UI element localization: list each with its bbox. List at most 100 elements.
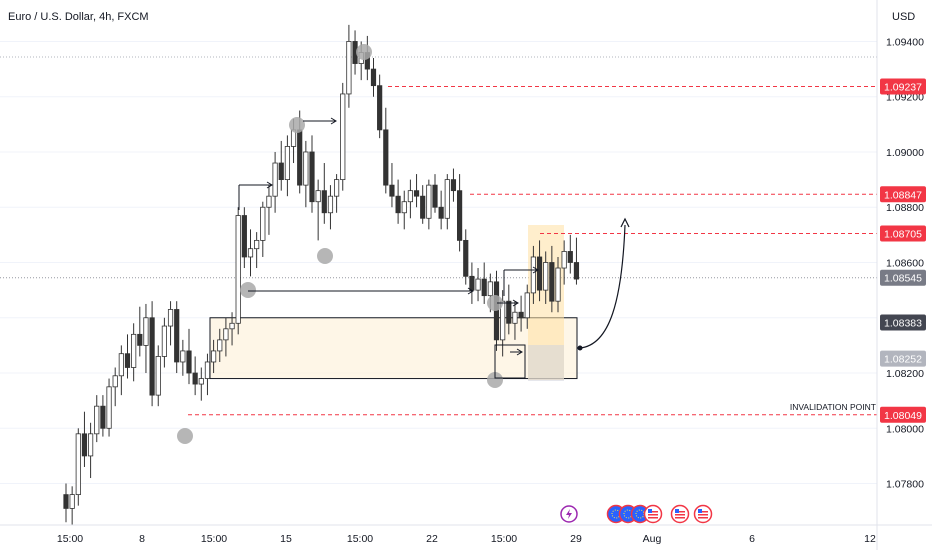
candles: [63, 24, 580, 525]
price-tick-label: 1.09200: [886, 92, 924, 104]
us-flag-stripe: [648, 514, 658, 516]
price-tag: [880, 225, 926, 242]
time-axis[interactable]: 15:00 8 15:00 15 15:00 22 15:00 29 Aug 6 12: [57, 533, 876, 545]
candle-body: [536, 256, 543, 291]
bos-arrow-head: [516, 348, 523, 356]
currency-label[interactable]: USD: [892, 11, 915, 23]
price-tag: [880, 314, 926, 331]
candle-body: [192, 372, 198, 385]
candle-body: [131, 333, 137, 368]
swing-point-marker: [240, 282, 256, 298]
candle-body: [143, 317, 149, 346]
candle-body: [75, 433, 81, 496]
swing-point-marker: [317, 248, 333, 264]
candle-body: [340, 93, 346, 181]
candle-body: [278, 162, 284, 181]
price-tick-label: 1.08000: [886, 423, 924, 435]
us-flag-canton: [698, 509, 702, 513]
swing-point-marker: [487, 295, 503, 311]
time-tick-label: 15: [280, 533, 292, 545]
us-flag-stripe: [698, 514, 708, 516]
candle-body: [444, 179, 450, 219]
candle-body: [210, 350, 217, 363]
candle-body: [235, 215, 241, 324]
swing-point-marker: [289, 117, 305, 133]
us-flag-canton: [675, 509, 679, 513]
candle-body: [180, 350, 186, 363]
candle-body: [100, 405, 106, 429]
candle-body: [254, 239, 260, 250]
chart-title: Euro / U.S. Dollar, 4h, FXCM: [8, 11, 149, 23]
candle-body: [567, 251, 573, 263]
candle-body: [389, 184, 395, 197]
candle-body: [63, 494, 69, 509]
us-flag-stripe: [675, 514, 685, 516]
price-tick-label: 1.08600: [886, 258, 924, 270]
demand-zone: [209, 225, 578, 381]
candle-body: [124, 353, 131, 368]
candle-body: [321, 190, 327, 214]
price-tick-label: 1.08800: [886, 202, 924, 214]
candle-body: [475, 278, 481, 291]
candle-body: [377, 85, 383, 131]
price-tag: [880, 269, 926, 286]
price-tick-label: 1.07800: [886, 479, 924, 491]
price-tag: [880, 78, 926, 95]
us-flag-stripe: [675, 511, 685, 513]
time-tick-label: Aug: [643, 533, 662, 545]
candle-body: [149, 317, 155, 396]
price-tick-label: 1.09400: [886, 36, 924, 48]
bos-arrow-head: [266, 181, 273, 189]
candle-body: [174, 309, 180, 363]
us-flag-stripe: [648, 517, 658, 519]
candle-body: [506, 300, 512, 324]
price-tag-label: 1.08545: [884, 273, 922, 285]
candle-body: [383, 129, 389, 186]
candle-body: [573, 262, 580, 280]
candle-body: [395, 195, 401, 214]
price-tag-label: 1.08252: [884, 354, 922, 366]
price-axis[interactable]: 1.078001.080001.082001.084001.086001.088…: [886, 36, 924, 490]
price-tag: [880, 186, 926, 203]
candle-body: [407, 190, 414, 203]
candle-body: [297, 129, 303, 186]
candle-body: [469, 275, 475, 291]
candle-body: [260, 206, 266, 241]
swing-point-marker: [356, 44, 372, 60]
us-flag-canton: [648, 509, 652, 513]
projection-start: [577, 345, 583, 351]
lightning-icon: [566, 509, 572, 519]
candle-body: [137, 333, 143, 346]
bos-arrow-head: [532, 266, 539, 274]
candle-body: [106, 386, 112, 429]
candle-body: [112, 375, 118, 388]
candle-body: [432, 184, 438, 208]
candle-body: [561, 251, 567, 269]
candle-body: [223, 328, 229, 341]
candle-body: [229, 322, 235, 330]
bos-arrow-head: [512, 299, 519, 307]
candle-body: [161, 325, 167, 357]
time-tick-label: 29: [570, 533, 582, 545]
candle-body: [69, 494, 75, 509]
candle-body: [370, 68, 377, 87]
order-block-box: [494, 344, 526, 379]
candle-body: [155, 356, 161, 396]
swing-point-marker: [177, 428, 193, 444]
candle-body: [346, 41, 352, 95]
candle-body: [186, 350, 192, 374]
time-tick-label: 8: [139, 533, 145, 545]
candle-body: [438, 206, 444, 219]
drawings: INVALIDATION POINT: [177, 44, 877, 444]
grey-box: [528, 345, 564, 381]
candle-body: [167, 309, 174, 327]
candle-body: [420, 195, 426, 219]
candle-body: [272, 162, 278, 197]
candle-body: [481, 278, 487, 297]
candle-body: [549, 262, 555, 302]
candle-body: [524, 292, 530, 319]
candle-body: [450, 179, 457, 192]
candle-body: [81, 433, 88, 457]
event-markers[interactable]: [560, 504, 713, 524]
